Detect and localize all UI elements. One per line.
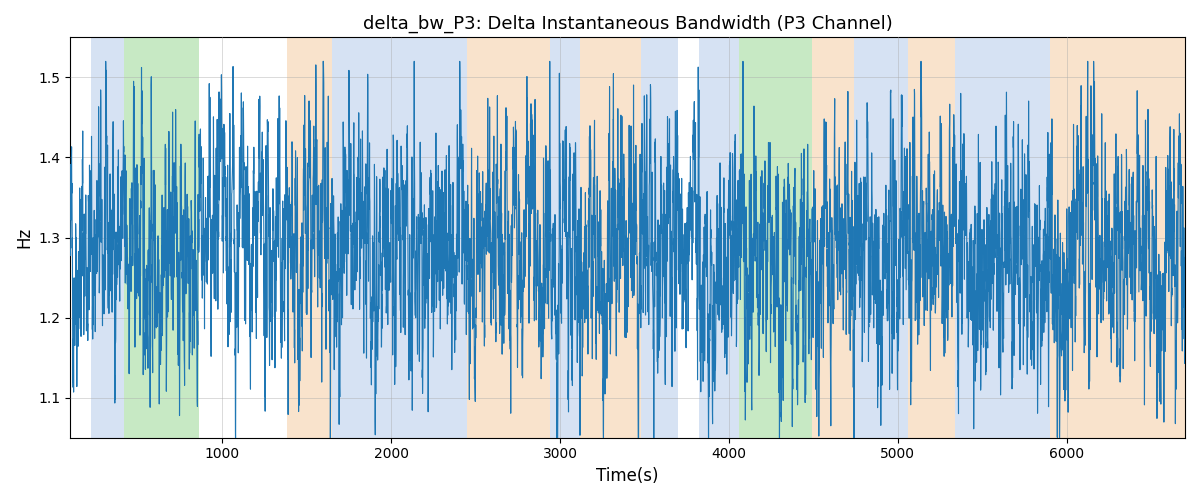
X-axis label: Time(s): Time(s) [596,467,659,485]
Bar [641,38,678,438]
Bar [1050,38,1186,438]
Bar [854,38,908,438]
Bar [467,38,550,438]
Bar [739,38,811,438]
Bar [550,38,581,438]
Title: delta_bw_P3: Delta Instantaneous Bandwidth (P3 Channel): delta_bw_P3: Delta Instantaneous Bandwid… [362,15,893,34]
Y-axis label: Hz: Hz [14,227,32,248]
Bar [125,38,199,438]
Bar [908,38,955,438]
Bar [811,38,854,438]
Bar [287,38,332,438]
Bar [332,38,467,438]
Bar [581,38,641,438]
Bar [698,38,739,438]
Bar [91,38,125,438]
Bar [955,38,1050,438]
